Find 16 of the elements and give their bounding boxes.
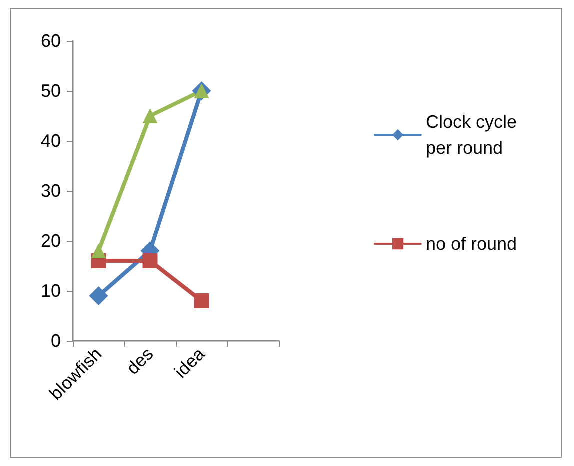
y-tick-label: 50 [40, 81, 61, 101]
x-tick-label: idea [170, 344, 209, 382]
y-tick-label: 20 [40, 231, 61, 251]
y-tick-label: 40 [40, 131, 61, 151]
point [89, 286, 108, 306]
point [142, 254, 158, 268]
point [142, 108, 158, 124]
legend-label: Clock cycle per round [426, 112, 522, 158]
point [91, 244, 106, 258]
x-tick-label: des [122, 344, 158, 379]
legend-label: no of round [426, 234, 518, 254]
y-tick-label: 60 [40, 31, 61, 51]
y-tick-label: 10 [40, 281, 61, 301]
y-tick-label: 30 [40, 181, 61, 201]
y-tick-label: 0 [50, 331, 61, 351]
point [194, 294, 210, 308]
